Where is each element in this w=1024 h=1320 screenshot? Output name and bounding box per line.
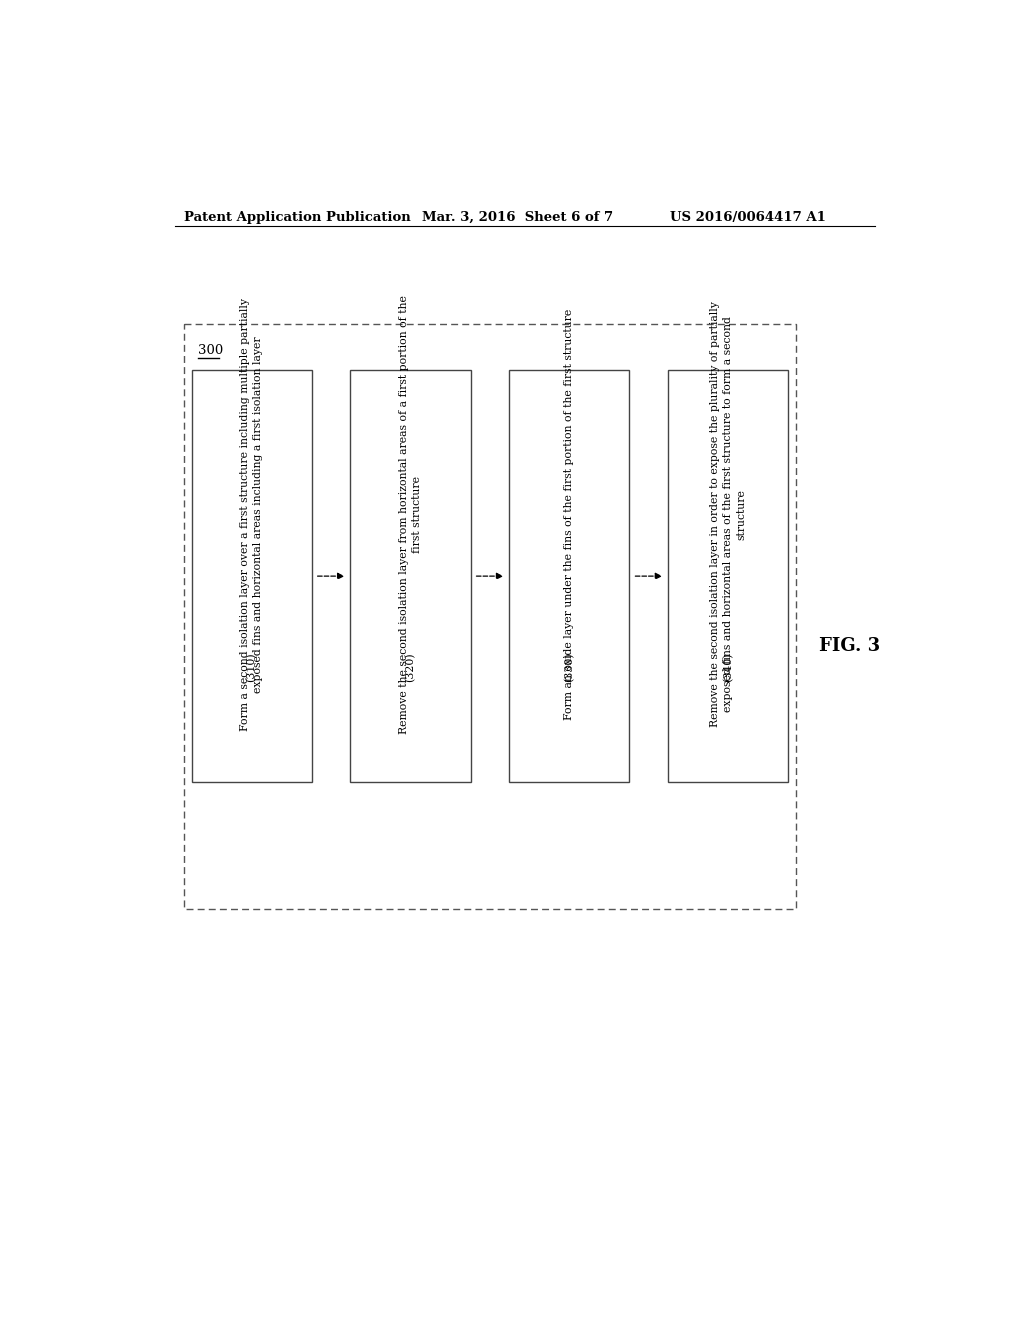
Text: (330): (330): [564, 652, 574, 681]
Text: (320): (320): [406, 652, 416, 681]
Text: (310): (310): [247, 652, 257, 681]
Bar: [191, 370, 311, 781]
Bar: [350, 370, 471, 781]
Text: Form a second isolation layer over a first structure including multiple partiall: Form a second isolation layer over a fir…: [241, 298, 263, 731]
Text: Remove the second isolation layer in order to expose the plurality of partially
: Remove the second isolation layer in ord…: [711, 301, 746, 727]
Text: Patent Application Publication: Patent Application Publication: [183, 211, 411, 224]
Text: 300: 300: [198, 345, 223, 358]
Text: Remove the second isolation layer from horizontal areas of a first portion of th: Remove the second isolation layer from h…: [399, 294, 422, 734]
Text: (340): (340): [723, 652, 733, 681]
Text: Mar. 3, 2016  Sheet 6 of 7: Mar. 3, 2016 Sheet 6 of 7: [423, 211, 613, 224]
Bar: [669, 370, 788, 781]
Text: FIG. 3: FIG. 3: [819, 636, 881, 655]
Text: Form an oxide layer under the fins of the first portion of the first structure: Form an oxide layer under the fins of th…: [564, 309, 574, 719]
Bar: [509, 370, 630, 781]
Text: US 2016/0064417 A1: US 2016/0064417 A1: [671, 211, 826, 224]
Bar: [183, 323, 796, 909]
